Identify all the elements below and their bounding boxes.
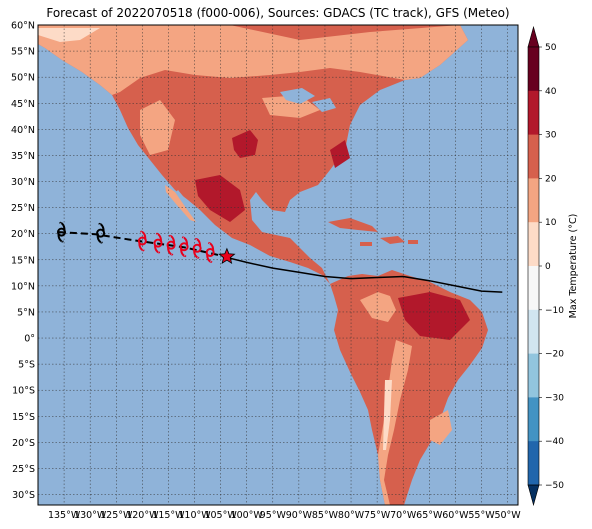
colorbar-tick-label: 50 — [545, 43, 557, 53]
latitude-tick-label: 5°S — [18, 360, 35, 371]
latitude-tick-label: 45°N — [11, 99, 35, 110]
colorbar-min-extend — [527, 484, 540, 507]
longitude-tick-label: 80°W — [338, 510, 365, 521]
longitude-tick-label: 50°W — [494, 510, 521, 521]
longitude-tick-label: 85°W — [312, 510, 339, 521]
past-storm-symbol — [56, 221, 66, 243]
longitude-tick-label: 60°W — [442, 510, 469, 521]
colorbar-segment — [528, 47, 539, 92]
colorbar-max-extend — [527, 25, 540, 48]
forecast-storm-symbol — [137, 230, 147, 252]
latitude-tick-label: 15°N — [11, 255, 35, 266]
longitude-labels: 135°W130°W125°W120°W115°W110°W105°W100°W… — [48, 510, 521, 521]
longitude-tick-label: 105°W — [204, 510, 237, 521]
longitude-tick-label: 90°W — [286, 510, 313, 521]
latitude-tick-label: 0° — [24, 334, 35, 345]
colorbar-segment — [528, 397, 539, 442]
latitude-tick-label: 35°N — [11, 151, 35, 162]
colorbar-tick-label: −20 — [545, 350, 564, 360]
latitude-tick-label: 25°N — [11, 203, 35, 214]
latitude-tick-label: 25°S — [12, 464, 35, 475]
longitude-tick-label: 110°W — [178, 510, 211, 521]
land-caribbean — [328, 218, 418, 246]
colorbar-tick-label: −10 — [545, 306, 564, 316]
longitude-tick-label: 120°W — [126, 510, 159, 521]
latitude-tick-label: 60°N — [11, 21, 35, 32]
colorbar-segment — [528, 178, 539, 223]
longitude-tick-label: 95°W — [260, 510, 287, 521]
colorbar-tick-label: −50 — [545, 481, 564, 491]
forecast-storm-symbol — [192, 237, 202, 259]
colorbar-tick-label: 20 — [545, 174, 557, 184]
latitude-tick-label: 40°N — [11, 125, 35, 136]
colorbar-tick-label: 0 — [545, 262, 551, 272]
colorbar-tick-label: 40 — [545, 87, 557, 97]
latitude-tick-label: 55°N — [11, 47, 35, 58]
colorbar-segment — [528, 309, 539, 355]
colorbar-segment — [528, 266, 539, 311]
colorbar-label: Max Temperature (°C) — [568, 214, 579, 319]
land-north-america — [38, 25, 468, 284]
colorbar-segment — [528, 353, 539, 398]
longitude-tick-label: 125°W — [100, 510, 133, 521]
map-frame — [37, 24, 519, 506]
map-title: Forecast of 2022070518 (f000-006), Sourc… — [46, 6, 510, 20]
current-position-star — [218, 247, 236, 264]
latitude-tick-label: 50°N — [11, 73, 35, 84]
latitude-tick-label: 20°S — [12, 438, 35, 449]
gridlines — [38, 25, 518, 505]
longitude-tick-label: 100°W — [231, 510, 264, 521]
colorbar: 50 40 30 20 10 0 −10 −20 −30 −40 −50 — [527, 25, 564, 507]
colorbar-segment — [528, 90, 539, 136]
latitude-tick-label: 20°N — [11, 229, 35, 240]
past-storm-symbol — [96, 222, 106, 244]
forecast-storm-symbol — [153, 232, 163, 254]
longitude-tick-label: 70°W — [390, 510, 417, 521]
past-track-line — [58, 231, 224, 258]
colorbar-segment — [528, 441, 539, 486]
colorbar-tick-label: −40 — [545, 437, 564, 447]
longitude-tick-label: 55°W — [468, 510, 495, 521]
latitude-tick-label: 15°S — [12, 412, 35, 423]
latitude-tick-label: 30°S — [12, 490, 35, 501]
forecast-track-line — [225, 256, 503, 293]
colorbar-segment — [528, 222, 539, 267]
colorbar-tick-label: 10 — [545, 218, 557, 228]
latitude-labels: 60°N 55°N 50°N 45°N 40°N 35°N 30°N 25°N 20°N 15°N… — [11, 21, 35, 502]
land-south-america — [330, 270, 488, 505]
longitude-tick-label: 135°W — [48, 510, 81, 521]
forecast-storm-symbol — [179, 236, 189, 258]
colorbar-segment — [528, 134, 539, 179]
colorbar-tick-label: 30 — [545, 131, 557, 141]
latitude-tick-label: 30°N — [11, 177, 35, 188]
forecast-storm-symbol — [205, 242, 215, 263]
longitude-tick-label: 75°W — [364, 510, 391, 521]
colorbar-tick-label: −30 — [545, 393, 564, 403]
longitude-tick-label: 130°W — [74, 510, 107, 521]
storm-track — [56, 221, 503, 293]
longitude-tick-label: 115°W — [152, 510, 185, 521]
latitude-tick-label: 5°N — [17, 307, 35, 318]
latitude-tick-label: 10°N — [11, 281, 35, 292]
longitude-tick-label: 65°W — [416, 510, 443, 521]
latitude-tick-label: 10°S — [12, 386, 35, 397]
forecast-storm-symbol — [166, 234, 176, 256]
